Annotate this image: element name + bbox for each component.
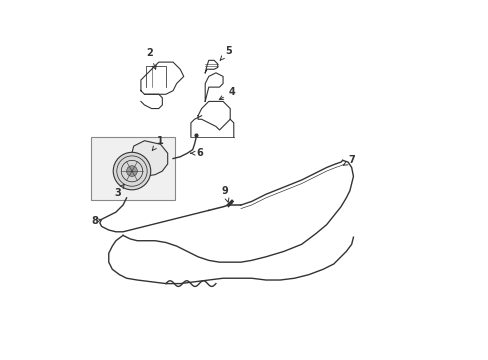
Text: 6: 6	[190, 148, 203, 158]
Text: 7: 7	[343, 156, 354, 166]
Text: 4: 4	[219, 87, 235, 99]
Text: 9: 9	[221, 186, 228, 202]
Text: 8: 8	[91, 216, 101, 226]
Text: 2: 2	[146, 48, 156, 69]
Ellipse shape	[126, 166, 137, 176]
Ellipse shape	[113, 152, 150, 190]
Polygon shape	[126, 141, 167, 176]
Text: 1: 1	[152, 136, 163, 150]
Text: 5: 5	[220, 46, 231, 60]
Bar	[91, 137, 175, 200]
Text: 3: 3	[114, 184, 124, 198]
